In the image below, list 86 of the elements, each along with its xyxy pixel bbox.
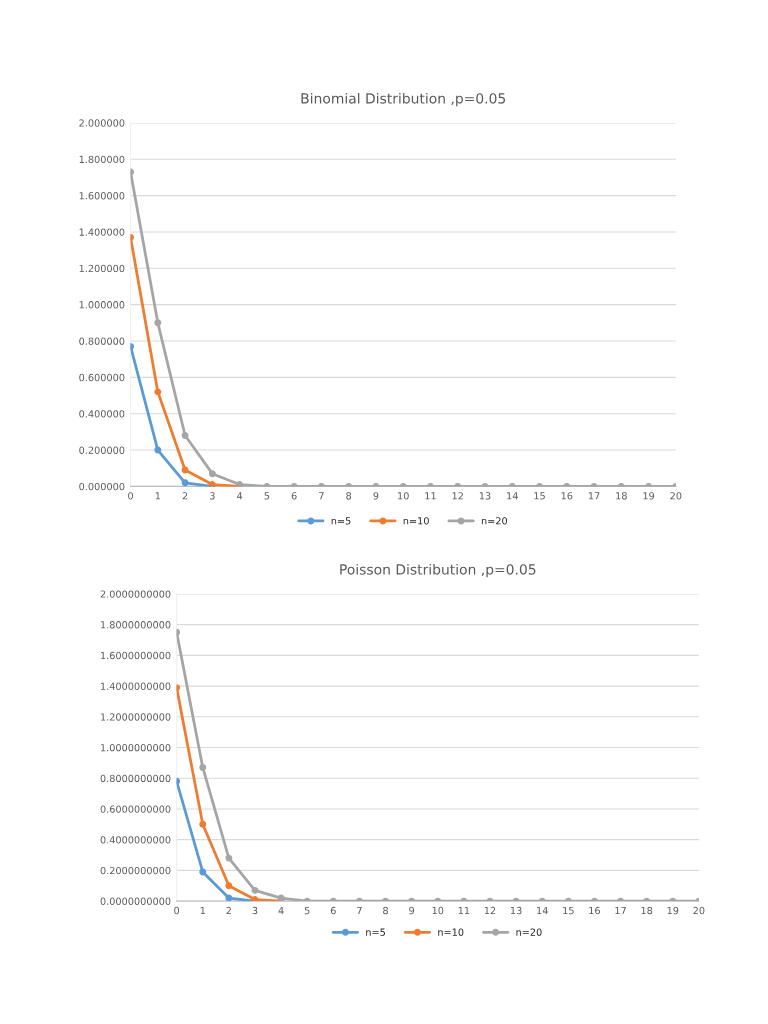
x-tick-label: 14 (507, 492, 518, 500)
legend-label: n=5 (366, 928, 385, 936)
legend-label: n=5 (331, 517, 351, 525)
x-tick-label: 7 (319, 492, 324, 500)
chart-title: Poisson Distribution ,p=0.05 (340, 563, 536, 578)
point (208, 470, 216, 478)
point (154, 446, 162, 454)
y-tick-label: 1.000000 (79, 301, 125, 309)
x-tick-label: 18 (616, 492, 627, 500)
x-tick-label: 1 (155, 492, 161, 500)
x-tick-label: 13 (510, 906, 522, 915)
point (251, 886, 259, 894)
x-tick-label: 3 (252, 906, 258, 915)
point (199, 764, 207, 771)
y-tick-label: 0.6000000000 (100, 805, 171, 813)
x-tick-label: 12 (452, 492, 463, 500)
y-tick-label: 2.000000 (79, 119, 125, 127)
x-tick-label: 5 (304, 906, 310, 915)
chart-title: Binomial Distribution ,p=0.05 (301, 92, 506, 107)
y-tick-label: 2.0000000000 (100, 590, 171, 598)
x-tick-label: 10 (398, 492, 409, 500)
y-tick-label: 1.800000 (79, 155, 125, 164)
y-tick-label: 0.800000 (79, 337, 125, 345)
point (154, 388, 162, 396)
x-tick-label: 16 (561, 492, 573, 500)
point (181, 432, 189, 439)
y-tick-label: 1.6000000000 (101, 651, 171, 660)
y-tick-label: 1.0000000000 (101, 744, 171, 752)
x-tick-label: 18 (641, 906, 653, 915)
x-tick-label: 6 (330, 906, 336, 915)
y-tick-label: 1.8000000000 (101, 621, 171, 629)
y-tick-label: 0.8000000000 (100, 774, 171, 783)
x-tick-label: 7 (357, 906, 362, 915)
point (199, 868, 207, 876)
x-tick-label: 4 (278, 906, 284, 915)
legend-label: n=10 (403, 517, 429, 525)
x-tick-label: 20 (670, 492, 682, 500)
y-tick-label: 0.2000000000 (100, 866, 171, 875)
point (181, 479, 189, 487)
point (225, 894, 233, 902)
point (181, 466, 189, 474)
x-tick-label: 11 (458, 906, 470, 915)
y-tick-label: 0.600000 (79, 373, 125, 382)
y-tick-label: 1.200000 (79, 264, 125, 273)
x-tick-label: 20 (693, 906, 705, 915)
x-tick-label: 0 (174, 906, 180, 915)
x-tick-label: 4 (237, 492, 243, 500)
x-tick-label: 3 (210, 492, 215, 500)
x-tick-label: 19 (643, 492, 655, 500)
point (225, 854, 233, 862)
x-tick-label: 1 (200, 906, 205, 915)
x-tick-label: 9 (409, 906, 415, 915)
y-tick-label: 0.200000 (79, 446, 125, 454)
y-tick-label: 1.400000 (79, 228, 125, 236)
x-tick-label: 8 (346, 492, 352, 500)
x-tick-label: 12 (484, 906, 496, 915)
y-tick-label: 1.600000 (79, 192, 125, 200)
legend-label: n=10 (438, 928, 464, 936)
x-tick-label: 2 (226, 906, 231, 915)
x-tick-label: 10 (432, 906, 444, 915)
x-tick-label: 5 (264, 492, 270, 500)
point (199, 820, 207, 828)
y-tick-label: 0.0000000000 (100, 897, 171, 905)
y-tick-label: 0.4000000000 (100, 836, 171, 844)
y-tick-label: 0.000000 (79, 482, 125, 491)
x-tick-label: 11 (425, 492, 436, 500)
point (154, 319, 162, 327)
x-tick-label: 2 (182, 492, 188, 500)
x-tick-label: 6 (291, 492, 297, 500)
x-tick-label: 8 (383, 906, 388, 915)
x-tick-label: 17 (615, 906, 626, 915)
x-tick-label: 15 (563, 906, 574, 915)
y-tick-label: 1.4000000000 (101, 682, 171, 690)
x-tick-label: 13 (479, 492, 491, 500)
y-tick-label: 0.400000 (79, 410, 125, 418)
x-tick-label: 19 (667, 906, 679, 915)
x-tick-label: 9 (373, 492, 379, 500)
point (225, 882, 233, 890)
x-tick-label: 14 (537, 906, 548, 915)
x-tick-label: 0 (128, 492, 134, 500)
legend-label: n=20 (481, 517, 508, 525)
x-tick-label: 16 (589, 906, 601, 915)
y-tick-label: 1.2000000000 (101, 713, 171, 721)
legend-label: n=20 (516, 928, 542, 936)
x-tick-label: 15 (534, 492, 545, 500)
x-tick-label: 17 (588, 492, 600, 500)
